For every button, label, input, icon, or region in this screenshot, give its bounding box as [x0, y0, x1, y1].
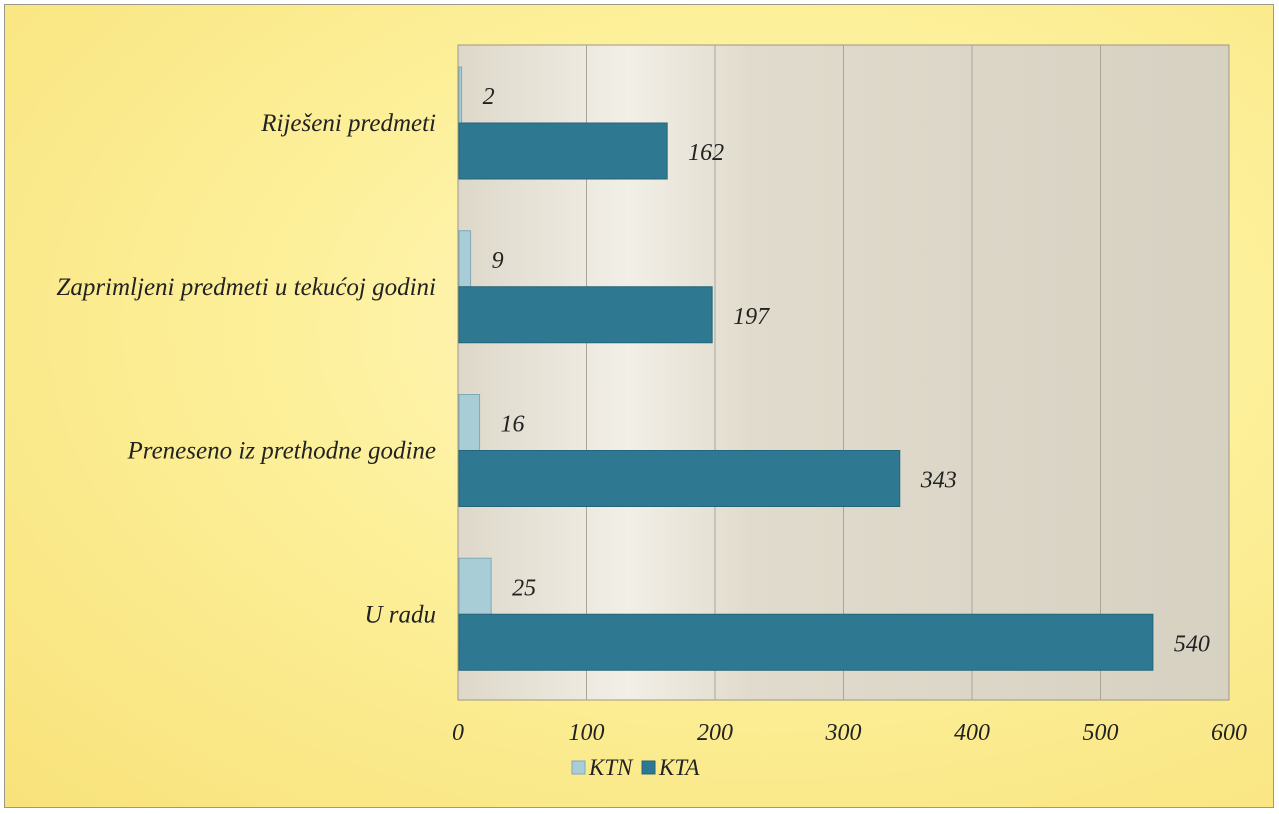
- legend-swatch-kta: [641, 760, 656, 775]
- x-axis-ticks: 0 100 200 300 400 500 600: [452, 720, 1247, 746]
- chart-frame: 2 162 9 197 16 343 25 540 Riješeni predmeti Zapr…: [4, 4, 1274, 808]
- bar-kta: [458, 450, 901, 507]
- legend: KTN KTA: [571, 755, 700, 780]
- category-labels: Riješeni predmeti Zaprimljeni predmeti u …: [56, 110, 436, 628]
- value-label: 197: [733, 304, 770, 330]
- bars: [458, 66, 1154, 671]
- x-tick-label: 400: [954, 720, 990, 746]
- category-label: U radu: [364, 601, 436, 628]
- x-tick-label: 500: [1083, 720, 1119, 746]
- bar-ktn: [458, 557, 492, 615]
- value-label: 162: [688, 140, 724, 166]
- category-label: Riješeni predmeti: [260, 110, 436, 137]
- bar-kta: [458, 613, 1154, 671]
- x-tick-label: 200: [697, 720, 733, 746]
- bar-chart: 2 162 9 197 16 343 25 540 Riješeni predmeti Zapr…: [56, 44, 1247, 780]
- category-label: Preneseno iz prethodne godine: [127, 438, 437, 465]
- bar-ktn: [458, 230, 472, 288]
- bar-kta: [458, 122, 668, 180]
- bar-ktn: [458, 66, 463, 124]
- value-label: 25: [512, 575, 536, 601]
- legend-label-kta: KTA: [658, 755, 700, 780]
- bar-ktn: [458, 394, 481, 451]
- value-label: 540: [1174, 631, 1210, 657]
- value-label: 2: [483, 84, 495, 110]
- x-tick-label: 0: [452, 720, 464, 746]
- x-tick-label: 300: [825, 720, 862, 746]
- value-label: 343: [920, 468, 957, 494]
- value-label: 9: [492, 248, 504, 274]
- bar-kta: [458, 286, 713, 344]
- category-label: Zaprimljeni predmeti u tekućoj godini: [56, 274, 436, 301]
- value-labels: 2 162 9 197 16 343 25 540: [483, 84, 1210, 657]
- legend-label-ktn: KTN: [588, 755, 634, 780]
- value-label: 16: [501, 412, 525, 438]
- x-tick-label: 600: [1211, 720, 1247, 746]
- x-tick-label: 100: [569, 720, 605, 746]
- legend-swatch-ktn: [571, 760, 586, 775]
